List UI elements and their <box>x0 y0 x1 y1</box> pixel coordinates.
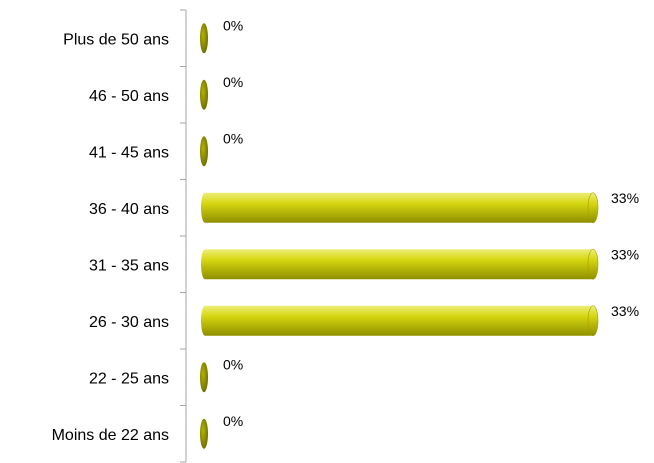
category-label: Moins de 22 ans <box>52 427 169 444</box>
zero-bar-ellipse <box>200 79 208 110</box>
data-label: 0% <box>223 74 243 90</box>
data-label: 33% <box>611 303 639 319</box>
bar-end-cap <box>587 192 599 224</box>
category-label: 41 - 45 ans <box>89 144 169 161</box>
data-label: 33% <box>611 190 639 206</box>
bar <box>200 23 208 54</box>
data-label: 0% <box>223 413 243 429</box>
category-label: 26 - 30 ans <box>89 314 169 331</box>
bar-end-cap <box>587 305 599 337</box>
bar <box>200 136 208 167</box>
category-label: Plus de 50 ans <box>63 31 169 48</box>
bar-end-cap <box>587 248 599 280</box>
bar <box>201 305 599 337</box>
data-label: 0% <box>223 17 243 33</box>
bar <box>200 362 208 393</box>
bar-body <box>201 305 597 336</box>
data-label: 0% <box>223 130 243 146</box>
zero-bar-ellipse <box>200 362 208 393</box>
zero-bar-ellipse <box>200 418 208 449</box>
data-label: 0% <box>223 356 243 372</box>
zero-bar-ellipse <box>200 136 208 167</box>
category-label: 46 - 50 ans <box>89 88 169 105</box>
bar-body <box>201 249 597 280</box>
bar <box>201 192 599 224</box>
category-label: 31 - 35 ans <box>89 257 169 274</box>
bar <box>200 79 208 110</box>
zero-bar-ellipse <box>200 23 208 54</box>
data-label: 33% <box>611 246 639 262</box>
category-label: 22 - 25 ans <box>89 370 169 387</box>
bar <box>200 418 208 449</box>
bar-body <box>201 192 597 223</box>
category-label: 36 - 40 ans <box>89 201 169 218</box>
bar <box>201 248 599 280</box>
